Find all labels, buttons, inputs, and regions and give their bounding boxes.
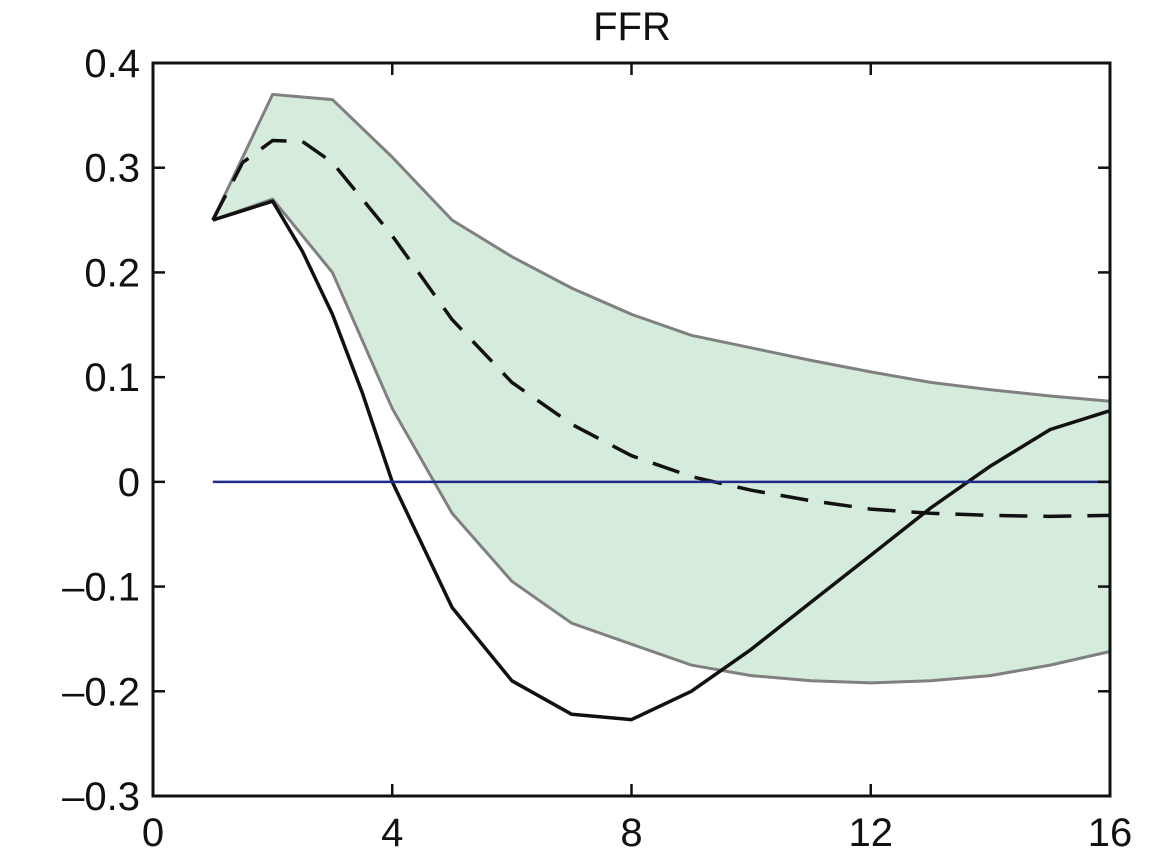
x-tick-label: 4 <box>381 811 403 855</box>
y-tick-label: –0.2 <box>62 670 140 714</box>
x-tick-label: 16 <box>1088 811 1133 855</box>
plot-area <box>211 92 1111 722</box>
x-tick-label: 0 <box>142 811 164 855</box>
y-tick-label: 0.3 <box>84 147 140 191</box>
y-tick-label: –0.3 <box>62 775 140 819</box>
confidence-band <box>212 94 1111 683</box>
band-upper-edge <box>211 92 1111 403</box>
solid-line <box>212 199 1111 722</box>
x-tick-label: 12 <box>849 811 894 855</box>
y-tick-label: 0.1 <box>84 356 140 400</box>
band-lower-edge <box>212 197 1111 685</box>
y-tick-label: –0.1 <box>62 566 140 610</box>
y-tick-label: 0 <box>118 461 140 505</box>
y-tick-label: 0.4 <box>84 42 140 86</box>
axis-ticks: 0 4 8 12 16 0.4 0.3 0.2 0.1 0 –0.1 –0.2 –0.3 <box>62 42 1132 855</box>
chart-title: FFR <box>593 5 671 49</box>
y-tick-label: 0.2 <box>84 251 140 295</box>
x-tick-label: 8 <box>620 811 642 855</box>
